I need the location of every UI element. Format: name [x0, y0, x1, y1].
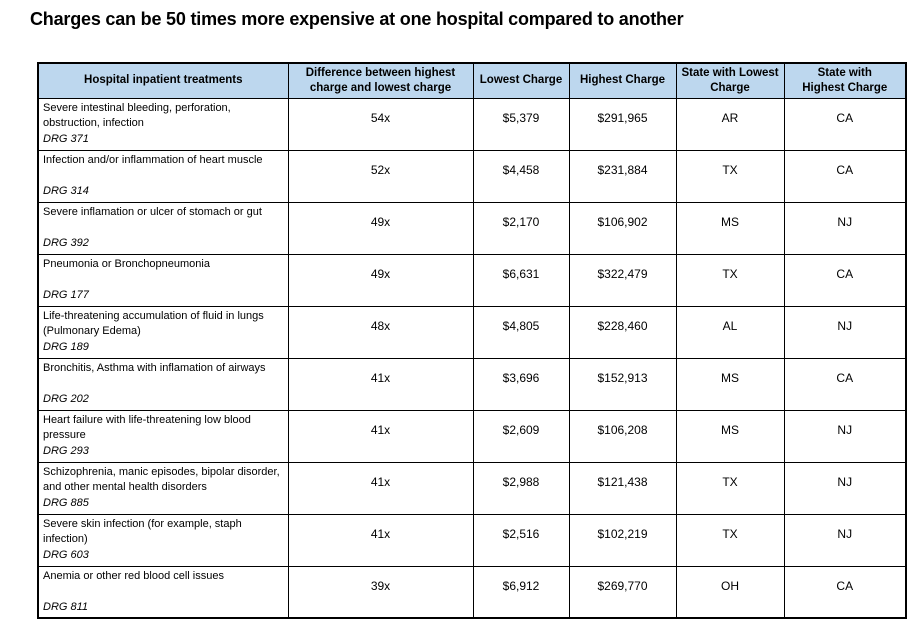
highest-charge-cell: $231,884 — [568, 149, 677, 203]
lowest-charge-cell: $2,516 — [472, 513, 570, 567]
treatment-name: Pneumonia or Bronchopneumonia — [43, 257, 210, 270]
drg-code: DRG 392 — [43, 237, 89, 250]
drg-code: DRG 371 — [43, 133, 89, 146]
difference-cell: 48x — [287, 305, 474, 359]
table-row: Bronchitis, Asthma with inflamation of a… — [37, 357, 907, 411]
treatment-cell: Infection and/or inflammation of heart m… — [37, 149, 289, 203]
lowest-charge-cell: $4,805 — [472, 305, 570, 359]
drg-code: DRG 314 — [43, 185, 89, 198]
state-lowest-cell: MS — [675, 409, 785, 463]
header-row: Hospital inpatient treatments Difference… — [37, 62, 907, 99]
state-lowest-cell: AL — [675, 305, 785, 359]
lowest-charge-cell: $6,912 — [472, 565, 570, 619]
lowest-charge-cell: $2,170 — [472, 201, 570, 255]
highest-charge-cell: $106,902 — [568, 201, 677, 255]
lowest-charge-cell: $5,379 — [472, 97, 570, 151]
col-header-treatments: Hospital inpatient treatments — [37, 62, 289, 99]
difference-cell: 41x — [287, 513, 474, 567]
highest-charge-cell: $121,438 — [568, 461, 677, 515]
treatment-name: Anemia or other red blood cell issues — [43, 569, 224, 582]
state-highest-cell: CA — [783, 253, 907, 307]
col-header-state-highest: State with Highest Charge — [783, 62, 907, 99]
drg-code: DRG 189 — [43, 341, 89, 354]
treatment-name: Infection and/or inflammation of heart m… — [43, 153, 263, 166]
treatment-cell: Severe skin infection (for example, stap… — [37, 513, 289, 567]
state-highest-cell: NJ — [783, 201, 907, 255]
difference-cell: 54x — [287, 97, 474, 151]
treatment-cell: Schizophrenia, manic episodes, bipolar d… — [37, 461, 289, 515]
difference-cell: 49x — [287, 253, 474, 307]
difference-cell: 52x — [287, 149, 474, 203]
state-lowest-cell: TX — [675, 513, 785, 567]
difference-cell: 41x — [287, 461, 474, 515]
state-highest-cell: CA — [783, 97, 907, 151]
highest-charge-cell: $228,460 — [568, 305, 677, 359]
difference-cell: 41x — [287, 357, 474, 411]
page-title: Charges can be 50 times more expensive a… — [30, 9, 684, 29]
state-highest-cell: CA — [783, 149, 907, 203]
state-highest-cell: NJ — [783, 461, 907, 515]
state-lowest-cell: OH — [675, 565, 785, 619]
treatment-name: Severe inflamation or ulcer of stomach o… — [43, 205, 262, 218]
col-header-state-lowest: State with Lowest Charge — [675, 62, 785, 99]
table-row: Heart failure with life-threatening low … — [37, 409, 907, 463]
highest-charge-cell: $291,965 — [568, 97, 677, 151]
treatment-cell: Severe inflamation or ulcer of stomach o… — [37, 201, 289, 255]
treatment-cell: Severe intestinal bleeding, perforation,… — [37, 97, 289, 151]
treatment-cell: Life-threatening accumulation of fluid i… — [37, 305, 289, 359]
treatment-cell: Heart failure with life-threatening low … — [37, 409, 289, 463]
lowest-charge-cell: $4,458 — [472, 149, 570, 203]
drg-code: DRG 885 — [43, 497, 89, 510]
highest-charge-cell: $106,208 — [568, 409, 677, 463]
state-lowest-cell: MS — [675, 357, 785, 411]
hospital-charges-table: Hospital inpatient treatments Difference… — [37, 62, 907, 620]
col-header-highest-charge: Highest Charge — [568, 62, 677, 99]
drg-code: DRG 603 — [43, 549, 89, 562]
state-lowest-cell: MS — [675, 201, 785, 255]
table-row: Severe intestinal bleeding, perforation,… — [37, 97, 907, 151]
highest-charge-cell: $152,913 — [568, 357, 677, 411]
highest-charge-cell: $102,219 — [568, 513, 677, 567]
lowest-charge-cell: $2,988 — [472, 461, 570, 515]
table-row: Infection and/or inflammation of heart m… — [37, 149, 907, 203]
difference-cell: 49x — [287, 201, 474, 255]
highest-charge-cell: $322,479 — [568, 253, 677, 307]
lowest-charge-cell: $2,609 — [472, 409, 570, 463]
table-row: Life-threatening accumulation of fluid i… — [37, 305, 907, 359]
col-header-difference: Difference between highest charge and lo… — [287, 62, 474, 99]
state-highest-cell: NJ — [783, 513, 907, 567]
treatment-name: Schizophrenia, manic episodes, bipolar d… — [43, 465, 280, 494]
state-highest-cell: NJ — [783, 305, 907, 359]
state-lowest-cell: TX — [675, 253, 785, 307]
table-row: Anemia or other red blood cell issues DR… — [37, 565, 907, 619]
treatment-cell: Bronchitis, Asthma with inflamation of a… — [37, 357, 289, 411]
state-lowest-cell: TX — [675, 461, 785, 515]
treatment-name: Bronchitis, Asthma with inflamation of a… — [43, 361, 266, 374]
drg-code: DRG 293 — [43, 445, 89, 458]
treatment-name: Life-threatening accumulation of fluid i… — [43, 309, 264, 338]
state-highest-cell: CA — [783, 565, 907, 619]
table-row: Severe inflamation or ulcer of stomach o… — [37, 201, 907, 255]
state-lowest-cell: AR — [675, 97, 785, 151]
lowest-charge-cell: $3,696 — [472, 357, 570, 411]
treatment-cell: Pneumonia or Bronchopneumonia DRG 177 — [37, 253, 289, 307]
state-highest-cell: CA — [783, 357, 907, 411]
treatment-name: Severe skin infection (for example, stap… — [43, 517, 242, 546]
treatment-cell: Anemia or other red blood cell issues DR… — [37, 565, 289, 619]
col-header-lowest-charge: Lowest Charge — [472, 62, 570, 99]
drg-code: DRG 202 — [43, 393, 89, 406]
treatment-name: Heart failure with life-threatening low … — [43, 413, 251, 442]
state-highest-cell: NJ — [783, 409, 907, 463]
table-row: Severe skin infection (for example, stap… — [37, 513, 907, 567]
table-row: Schizophrenia, manic episodes, bipolar d… — [37, 461, 907, 515]
state-lowest-cell: TX — [675, 149, 785, 203]
highest-charge-cell: $269,770 — [568, 565, 677, 619]
lowest-charge-cell: $6,631 — [472, 253, 570, 307]
drg-code: DRG 177 — [43, 289, 89, 302]
difference-cell: 41x — [287, 409, 474, 463]
drg-code: DRG 811 — [43, 600, 89, 613]
difference-cell: 39x — [287, 565, 474, 619]
treatment-name: Severe intestinal bleeding, perforation,… — [43, 101, 231, 130]
table-row: Pneumonia or Bronchopneumonia DRG 177 49… — [37, 253, 907, 307]
